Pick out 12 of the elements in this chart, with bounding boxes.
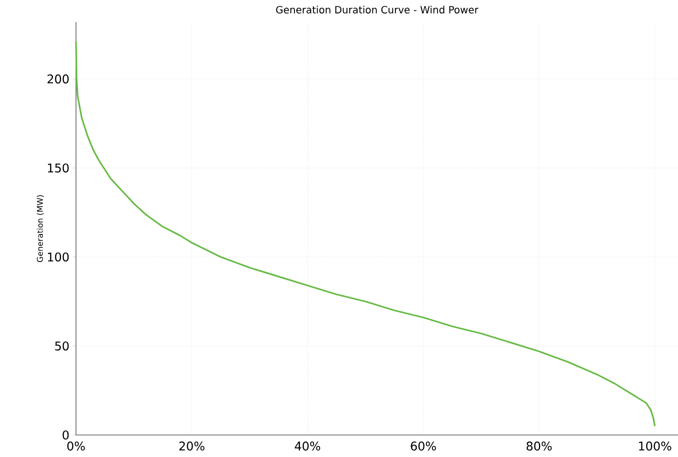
x-tick-label: 80%	[526, 442, 552, 451]
y-tick-label: 150	[48, 163, 69, 172]
x-tick-label: 20%	[179, 442, 204, 451]
y-tick-label: 50	[55, 341, 69, 351]
x-tick-label: 60%	[410, 442, 436, 451]
chart-title: Generation Duration Curve - Wind Power	[276, 6, 478, 14]
x-tick-label: 100%	[639, 442, 672, 451]
x-tick-label: 40%	[294, 442, 320, 451]
y-tick-label: 100	[48, 252, 69, 262]
x-tick-label: 0%	[67, 442, 85, 451]
y-tick-label: 200	[48, 74, 69, 84]
y-tick-label: 0	[62, 430, 69, 440]
